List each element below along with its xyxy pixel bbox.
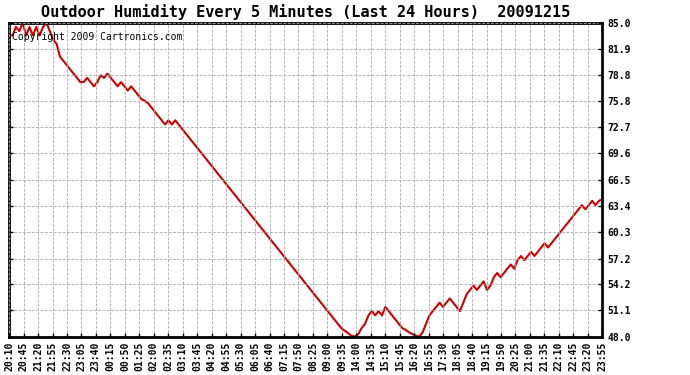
- Title: Outdoor Humidity Every 5 Minutes (Last 24 Hours)  20091215: Outdoor Humidity Every 5 Minutes (Last 2…: [41, 4, 571, 20]
- Text: Copyright 2009 Cartronics.com: Copyright 2009 Cartronics.com: [12, 32, 183, 42]
